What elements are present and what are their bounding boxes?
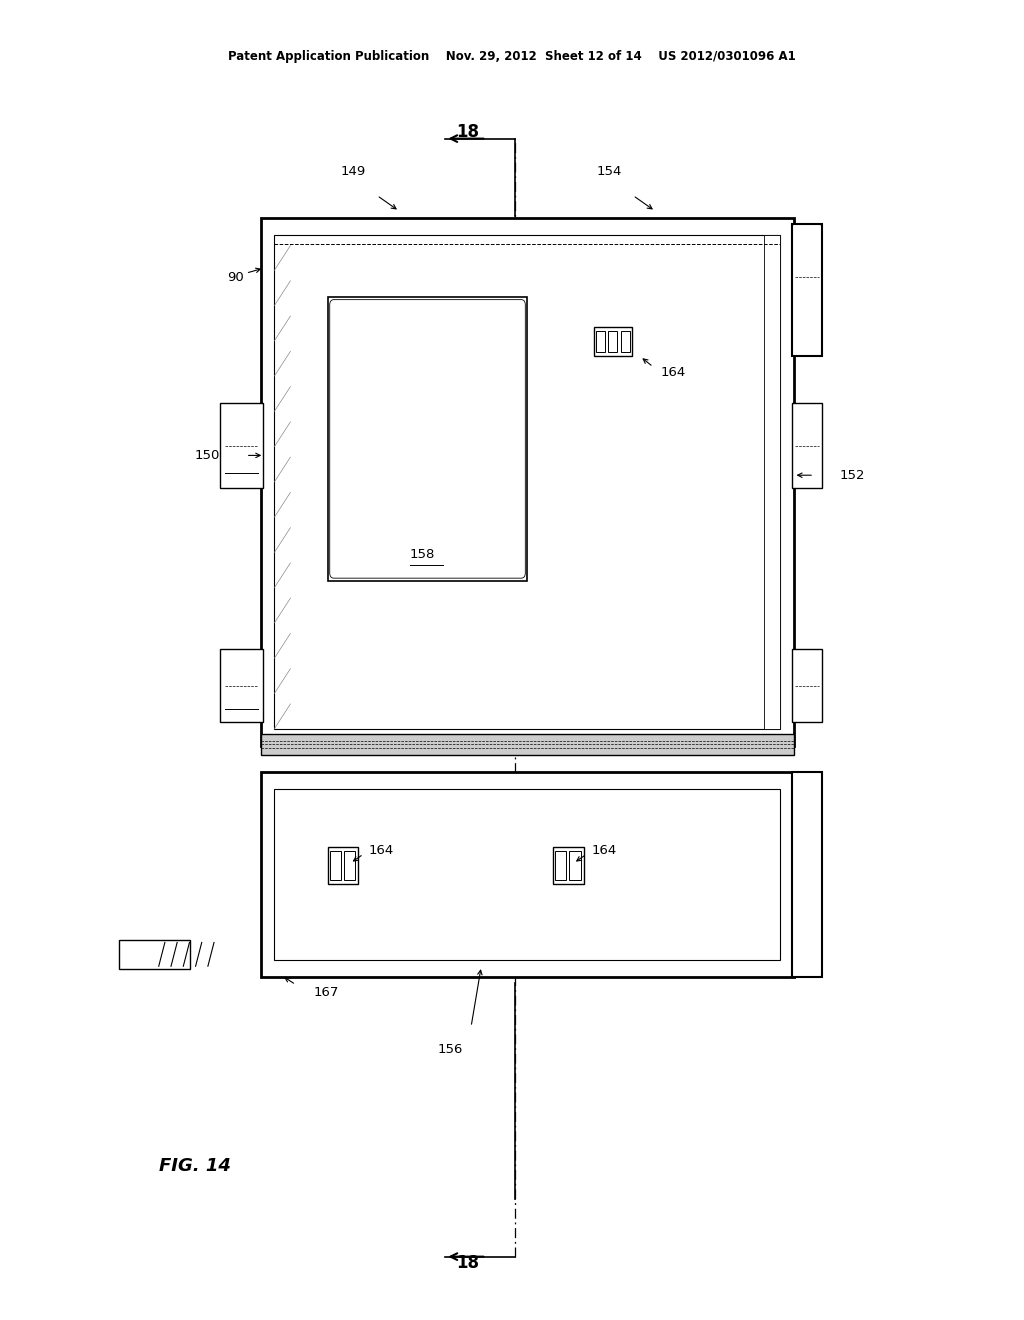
Bar bbox=[594, 327, 632, 356]
Bar bbox=[792, 403, 822, 488]
Bar bbox=[328, 847, 358, 884]
Text: 154: 154 bbox=[597, 165, 622, 178]
Text: 167: 167 bbox=[313, 986, 339, 999]
Bar bbox=[569, 851, 581, 880]
Text: 152: 152 bbox=[840, 469, 865, 482]
Text: 149: 149 bbox=[341, 165, 366, 178]
Bar bbox=[274, 235, 780, 729]
Text: Patent Application Publication    Nov. 29, 2012  Sheet 12 of 14    US 2012/03010: Patent Application Publication Nov. 29, … bbox=[228, 50, 796, 63]
Text: 18: 18 bbox=[457, 123, 479, 141]
Bar bbox=[261, 734, 794, 755]
Bar bbox=[792, 649, 822, 722]
Bar bbox=[764, 235, 780, 729]
Text: 164: 164 bbox=[369, 843, 394, 857]
Bar bbox=[553, 847, 584, 884]
Bar bbox=[119, 940, 190, 969]
Bar bbox=[555, 851, 566, 880]
Bar bbox=[344, 851, 355, 880]
Bar bbox=[220, 649, 263, 722]
Bar bbox=[330, 851, 341, 880]
Text: FIG. 14: FIG. 14 bbox=[159, 1156, 230, 1175]
Bar bbox=[792, 224, 822, 356]
Bar bbox=[220, 403, 263, 488]
Text: 18: 18 bbox=[457, 1254, 479, 1272]
Text: 150: 150 bbox=[195, 449, 220, 462]
Text: 156: 156 bbox=[438, 1043, 463, 1056]
Text: 164: 164 bbox=[592, 843, 617, 857]
Bar bbox=[261, 734, 794, 755]
Bar bbox=[274, 789, 780, 960]
Bar bbox=[261, 218, 794, 746]
Bar bbox=[596, 331, 605, 352]
Bar bbox=[792, 772, 822, 977]
Bar bbox=[621, 331, 630, 352]
Text: 90: 90 bbox=[227, 271, 244, 284]
Text: 164: 164 bbox=[660, 366, 686, 379]
Bar bbox=[261, 772, 794, 977]
Bar bbox=[608, 331, 617, 352]
Text: 158: 158 bbox=[410, 548, 435, 561]
Bar bbox=[328, 297, 527, 581]
